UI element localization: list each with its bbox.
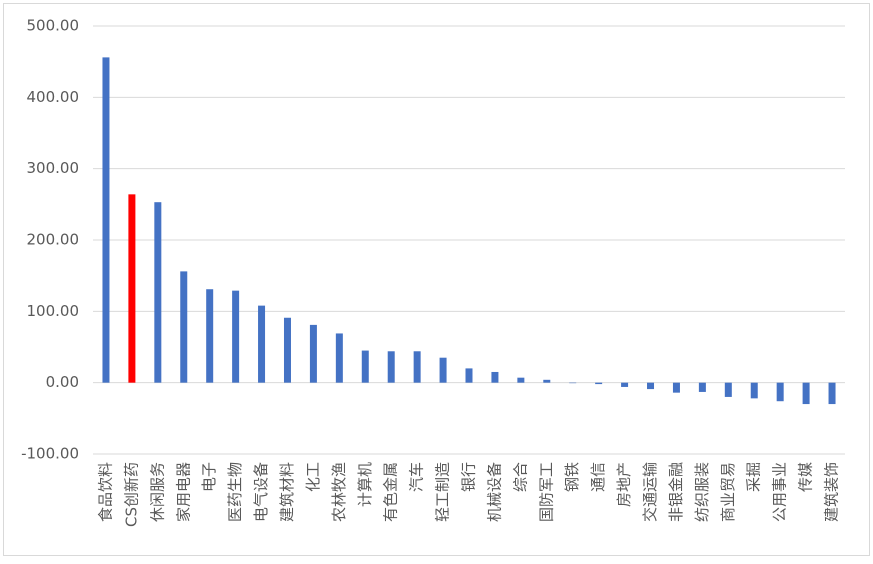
- chart-frame: [3, 3, 870, 556]
- y-tick-label: 400.00: [27, 88, 80, 106]
- x-tick-label: 轻工制造: [434, 462, 452, 522]
- x-tick-label: 建筑装饰: [823, 462, 841, 522]
- x-tick-label: 计算机: [356, 462, 374, 507]
- bar: [828, 382, 836, 405]
- x-tick-label: 有色金属: [382, 462, 400, 522]
- x-tick-label: 汽车: [408, 462, 426, 492]
- bar: [154, 202, 162, 383]
- bar: [802, 382, 810, 405]
- x-tick-label: 电子: [200, 462, 218, 492]
- x-tick-label: 农林牧渔: [330, 462, 348, 522]
- bar: [206, 289, 214, 383]
- x-tick-label: 机械设备: [485, 462, 503, 522]
- y-tick-label: 500.00: [27, 17, 80, 35]
- x-tick-label: 钢铁: [563, 462, 581, 492]
- bar: [128, 194, 136, 383]
- bar: [543, 379, 551, 383]
- bar: [439, 357, 447, 383]
- bar: [283, 317, 291, 383]
- y-tick-label: 200.00: [27, 231, 80, 249]
- bar: [491, 371, 499, 383]
- bar: [180, 271, 188, 383]
- bar: [595, 382, 603, 385]
- x-tick-label: 房地产: [615, 462, 633, 507]
- x-tick-label: 银行: [460, 462, 478, 492]
- bar: [647, 382, 655, 390]
- bar: [413, 351, 421, 383]
- x-tick-label: 电气设备: [252, 462, 270, 522]
- bar: [102, 57, 110, 383]
- bar: [776, 382, 784, 402]
- x-tick-label: 建筑材料: [278, 462, 296, 522]
- bar: [724, 382, 732, 397]
- bar: [621, 382, 629, 387]
- y-tick-label: 0.00: [46, 373, 79, 391]
- bar: [258, 305, 266, 383]
- bar: [232, 290, 240, 383]
- x-tick-label: 非银金融: [667, 462, 685, 522]
- bar: [569, 382, 577, 384]
- x-tick-label: 纺织服装: [693, 462, 711, 522]
- x-tick-label: 化工: [304, 462, 322, 492]
- x-tick-label: 交通运输: [641, 462, 659, 522]
- bar: [750, 382, 758, 399]
- bar: [387, 351, 395, 383]
- x-tick-label: 医药生物: [226, 462, 244, 522]
- bar: [672, 382, 680, 393]
- y-tick-label: -100.00: [21, 445, 79, 463]
- x-tick-label: 传媒: [797, 462, 815, 492]
- x-tick-label: 采掘: [745, 462, 763, 492]
- x-tick-label: 通信: [589, 462, 607, 492]
- x-tick-label: 休闲服务: [148, 462, 166, 522]
- bar: [309, 324, 317, 383]
- y-tick-label: 100.00: [27, 302, 80, 320]
- y-tick-label: 300.00: [27, 159, 80, 177]
- x-tick-label: 家用电器: [174, 462, 192, 522]
- x-tick-label: 商业贸易: [719, 462, 737, 522]
- bar: [698, 382, 706, 392]
- x-tick-label: 公用事业: [771, 462, 789, 522]
- x-tick-label: 综合: [511, 462, 529, 492]
- bar: [335, 333, 343, 383]
- x-tick-label: 食品饮料: [96, 462, 114, 522]
- bar: [517, 377, 525, 383]
- bar: [361, 350, 369, 383]
- x-tick-label: CS创新药: [122, 462, 140, 527]
- x-tick-label: 国防军工: [537, 462, 555, 522]
- bar: [465, 368, 473, 383]
